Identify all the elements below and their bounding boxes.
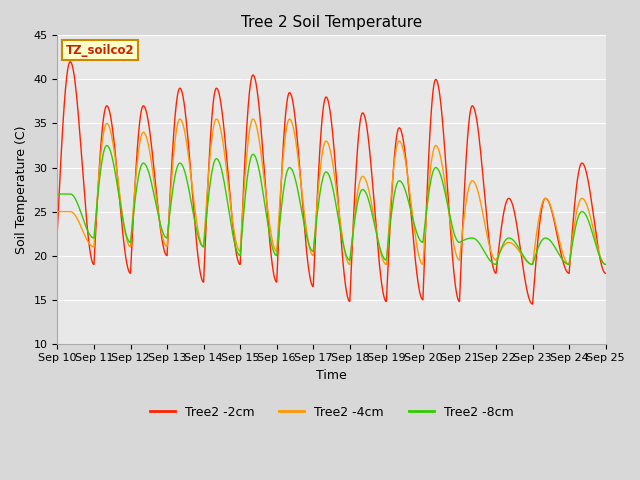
Tree2 -2cm	[224, 170, 232, 176]
Tree2 -8cm	[119, 216, 127, 222]
Tree2 -8cm	[602, 262, 609, 267]
Tree2 -4cm	[433, 143, 440, 149]
Tree2 -2cm	[54, 227, 61, 232]
Tree2 -8cm	[88, 234, 96, 240]
Tree2 -4cm	[119, 213, 127, 219]
Legend: Tree2 -2cm, Tree2 -4cm, Tree2 -8cm: Tree2 -2cm, Tree2 -4cm, Tree2 -8cm	[145, 401, 518, 424]
Tree2 -4cm	[602, 262, 609, 267]
Tree2 -8cm	[492, 262, 500, 267]
Tree2 -8cm	[120, 220, 127, 226]
Tree2 -2cm	[67, 59, 74, 65]
Text: TZ_soilco2: TZ_soilco2	[66, 44, 134, 57]
Tree2 -4cm	[88, 243, 96, 249]
Tree2 -8cm	[103, 143, 111, 148]
Tree2 -4cm	[224, 180, 232, 185]
Tree2 -2cm	[119, 230, 127, 236]
Title: Tree 2 Soil Temperature: Tree 2 Soil Temperature	[241, 15, 422, 30]
Tree2 -4cm	[346, 262, 354, 267]
Tree2 -4cm	[120, 218, 127, 224]
Tree2 -8cm	[477, 243, 484, 249]
Tree2 -2cm	[602, 270, 609, 276]
Tree2 -2cm	[120, 237, 127, 243]
Tree2 -8cm	[54, 191, 61, 197]
Tree2 -2cm	[88, 259, 96, 264]
Tree2 -8cm	[433, 165, 440, 170]
Tree2 -4cm	[54, 209, 61, 215]
Y-axis label: Soil Temperature (C): Soil Temperature (C)	[15, 125, 28, 254]
Tree2 -2cm	[477, 152, 484, 158]
Line: Tree2 -4cm: Tree2 -4cm	[58, 119, 605, 264]
Line: Tree2 -8cm: Tree2 -8cm	[58, 145, 605, 264]
Tree2 -2cm	[433, 77, 440, 83]
Tree2 -8cm	[224, 203, 232, 208]
Line: Tree2 -2cm: Tree2 -2cm	[58, 62, 605, 304]
Tree2 -4cm	[477, 202, 485, 208]
Tree2 -4cm	[176, 116, 184, 122]
X-axis label: Time: Time	[316, 369, 347, 382]
Tree2 -2cm	[529, 301, 536, 307]
